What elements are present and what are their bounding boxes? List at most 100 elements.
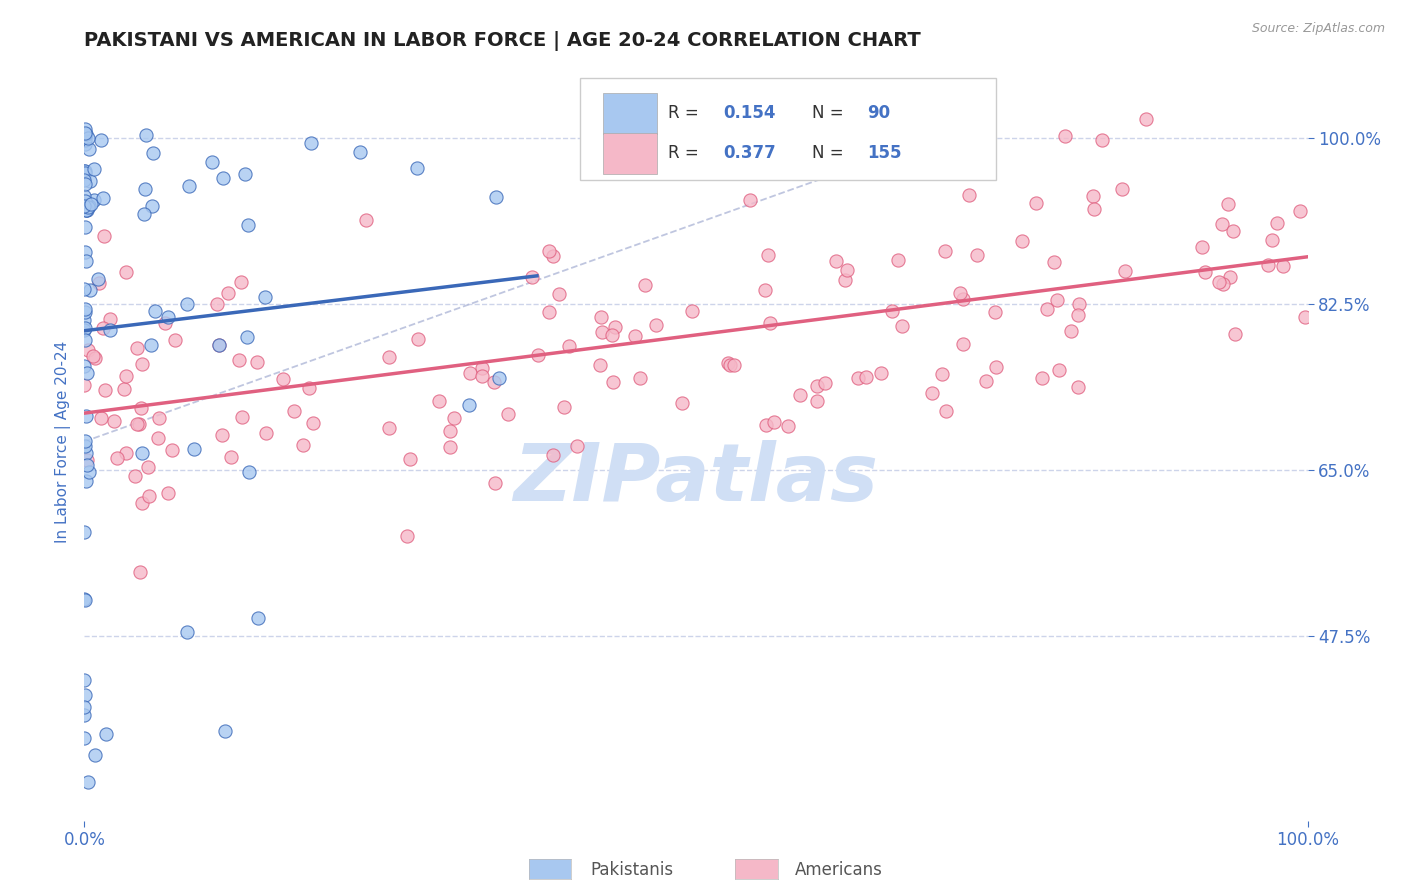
Point (77, 199, 100, 213)
Point (458, 366, 481, 380)
Point (179, 178, 201, 193)
Point (1091, 133, 1114, 147)
Point (73, 304, 96, 318)
Point (77, 343, 100, 358)
Point (160, 442, 183, 457)
Point (1191, 240, 1213, 254)
Point (984, 305, 1007, 319)
Point (931, 367, 953, 381)
Point (73, 173, 96, 187)
Point (75, 439, 97, 453)
Point (301, 417, 323, 431)
Point (439, 441, 461, 455)
Point (600, 327, 623, 342)
Point (541, 250, 564, 264)
Point (846, 371, 869, 385)
Point (211, 171, 233, 186)
Point (1053, 128, 1076, 143)
Point (135, 128, 157, 142)
Point (73, 133, 96, 147)
Point (547, 287, 569, 301)
Point (73, 731, 96, 745)
Text: 0.377: 0.377 (723, 145, 776, 162)
Point (602, 375, 624, 389)
Point (292, 437, 315, 451)
Point (157, 310, 180, 324)
Point (91, 191, 114, 205)
Point (589, 358, 612, 372)
Point (1047, 363, 1070, 377)
Point (1222, 224, 1244, 238)
Point (1208, 275, 1230, 289)
Point (73, 708, 96, 723)
Point (806, 394, 828, 409)
Point (155, 316, 177, 330)
Point (75, 194, 97, 209)
Point (271, 372, 294, 386)
Point (73, 121, 96, 136)
Point (176, 297, 198, 311)
Point (94, 383, 117, 397)
Point (246, 611, 269, 625)
Point (208, 338, 231, 352)
Point (73, 136, 96, 151)
Point (520, 270, 543, 285)
Point (720, 358, 742, 372)
Point (882, 304, 904, 318)
Point (165, 333, 187, 347)
Point (349, 145, 371, 159)
Point (76, 453, 98, 467)
Point (949, 286, 972, 301)
Point (73, 322, 96, 336)
Point (75, 254, 97, 268)
Point (236, 330, 259, 344)
Point (887, 252, 910, 267)
Point (73, 199, 96, 213)
Point (73, 378, 96, 392)
Text: N =: N = (813, 145, 849, 162)
Point (806, 379, 828, 393)
Point (115, 445, 138, 459)
Point (73, 525, 96, 540)
Point (482, 376, 505, 390)
Point (756, 248, 779, 262)
Point (142, 145, 165, 160)
Point (952, 292, 974, 306)
Point (131, 401, 153, 415)
Point (378, 351, 401, 365)
Text: R =: R = (668, 145, 704, 162)
Point (644, 318, 666, 332)
Point (443, 411, 465, 425)
Point (485, 190, 508, 204)
Point (398, 452, 420, 467)
Point (1194, 265, 1216, 279)
Point (73, 312, 96, 326)
Point (219, 450, 242, 465)
Point (103, 414, 125, 428)
Point (354, 212, 377, 227)
Point (1267, 216, 1289, 230)
Point (83, 162, 105, 177)
Point (76, 775, 98, 789)
Point (755, 418, 778, 433)
Point (778, 419, 800, 434)
Text: Source: ZipAtlas.com: Source: ZipAtlas.com (1251, 22, 1385, 36)
Point (1223, 326, 1246, 341)
Point (75, 592, 97, 607)
Point (146, 431, 169, 445)
Point (458, 398, 481, 412)
Point (90, 411, 112, 425)
Point (1294, 310, 1316, 325)
Point (488, 371, 510, 385)
Point (870, 366, 893, 380)
FancyBboxPatch shape (579, 78, 995, 180)
Point (496, 407, 519, 421)
Point (87, 272, 110, 286)
Point (205, 296, 228, 310)
Point (73, 164, 96, 178)
Point (439, 424, 461, 438)
Point (75, 202, 97, 217)
Point (837, 262, 859, 277)
Point (538, 244, 561, 258)
Point (129, 565, 152, 579)
